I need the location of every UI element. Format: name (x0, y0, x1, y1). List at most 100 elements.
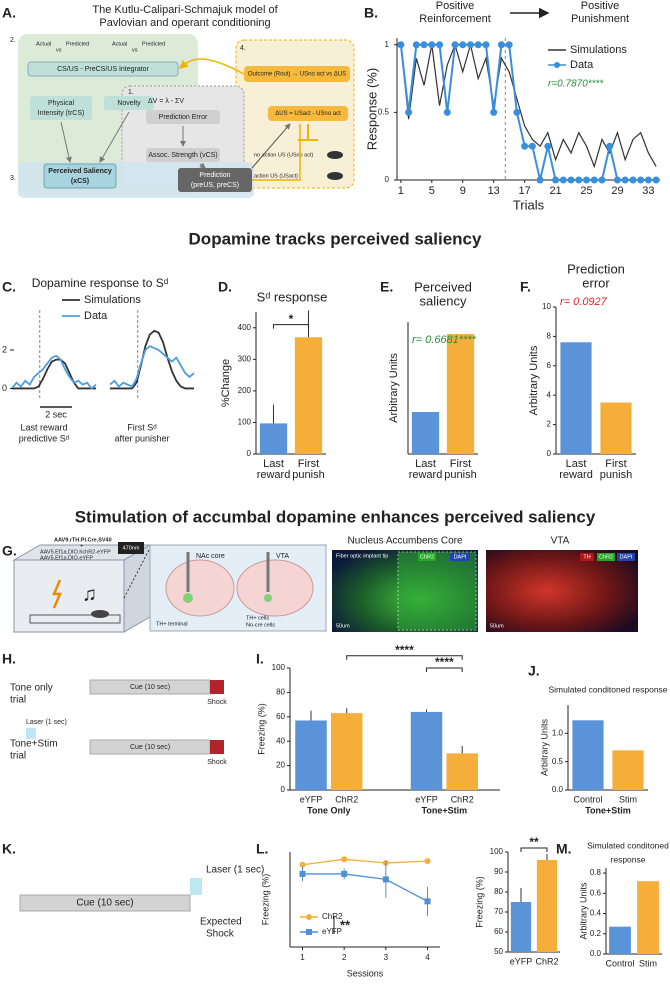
x-tick-label: punish (600, 469, 632, 481)
brain-label: VTA (276, 553, 289, 560)
x-tick-label: Last (263, 458, 284, 470)
y-axis-label: Freezing (%) (474, 876, 484, 928)
box-label: Prediction Error (159, 114, 208, 121)
icon (327, 151, 343, 159)
brain-slice (236, 559, 314, 617)
step: 1. (128, 89, 134, 96)
y-axis-label: Arbitrary Units (388, 353, 400, 423)
panel-label: J. (528, 663, 540, 679)
bar (446, 753, 478, 790)
point (428, 41, 436, 49)
x-tick-label: Stim (639, 958, 657, 968)
y-tick-label: 100 (238, 418, 252, 427)
chart-title: response (611, 854, 646, 864)
x-axis-label: Trials (513, 197, 545, 212)
box (104, 96, 154, 110)
bar (259, 423, 288, 454)
point (420, 41, 428, 49)
y-tick-label: 0.2 (590, 929, 602, 938)
x-tick-label: 13 (488, 185, 500, 197)
x-tick-label: First (605, 458, 626, 470)
x-tick-label: reward (409, 469, 443, 481)
point (490, 108, 498, 116)
y-tick-label: 40 (276, 736, 285, 745)
laser-label: Laser (1 sec) (26, 719, 67, 726)
x-tick-label: 5 (429, 185, 435, 197)
box (178, 168, 252, 192)
trial-schematic: Tone only trial Cue (10 sec) Shock Tone+… (10, 679, 227, 766)
chart-title: Simulated conditoned response (548, 684, 667, 694)
bar (446, 334, 475, 454)
point (629, 176, 637, 184)
image-title: VTA (551, 536, 570, 547)
x-tick-label: ChR2 (535, 956, 558, 966)
sig-label: * (289, 312, 294, 326)
laser-bar (26, 728, 36, 739)
box-label: Physical (48, 100, 75, 107)
y-tick-label: 400 (238, 323, 252, 332)
point (341, 856, 348, 863)
box-label: (xCS) (71, 178, 89, 185)
y-axis-label: Arbitrary Units (539, 718, 549, 776)
x-tick-label: eYFP (510, 956, 533, 966)
box-label: Outcome (Rout) → USno act vs ΔUS (248, 72, 346, 78)
compare: Actual (112, 41, 127, 47)
y-tick-label: 0 (547, 449, 552, 458)
point (451, 41, 459, 49)
group-label: after punisher (114, 433, 169, 443)
legend-label: eYFP (322, 927, 342, 936)
model-diagram: The Kutlu-Calipari-Schmajuk model of Pav… (10, 4, 355, 198)
y-tick-label: 60 (494, 927, 503, 936)
panel-label: E. (380, 279, 393, 295)
compare: Predicted (142, 41, 165, 47)
point (459, 41, 467, 49)
brain-label: TH+ cells (246, 615, 269, 621)
terminal (183, 593, 193, 603)
step: 3. (10, 175, 16, 182)
point (299, 861, 306, 868)
y-tick-label: 0.5 (378, 107, 390, 116)
x-tick-label: 21 (549, 185, 561, 197)
section-heading: Stimulation of accumbal dopamine enhance… (75, 507, 596, 526)
box (146, 148, 220, 162)
scale-label: 50um (490, 623, 504, 629)
point (552, 176, 560, 184)
y-axis-label: Freezing (%) (256, 703, 266, 755)
arrow (199, 162, 206, 169)
laser-box (118, 542, 144, 554)
tag (617, 553, 635, 561)
point (528, 142, 536, 150)
legend-label: Simulations (84, 294, 141, 306)
sig-bracket (273, 324, 309, 329)
x-tick-label: Control (605, 958, 634, 968)
expected-schematic: Cue (10 sec) Laser (1 sec) Expected Shoc… (19, 865, 264, 940)
legend-marker (306, 929, 312, 935)
group-label: predictive Sᵈ (19, 433, 70, 443)
virus: AAV9.rTH.PI.Cre.SV40 (54, 537, 112, 543)
image-note: Fiber optic implant tip (336, 553, 388, 559)
x-tick-label: 2 (342, 953, 347, 962)
box (43, 163, 117, 189)
point (606, 142, 614, 150)
box-label: ΔUS = USact - USno act (275, 111, 341, 117)
y-tick-label: 0 (281, 785, 286, 794)
x-tick-label: Stim (619, 794, 637, 804)
y-axis-label: Arbitrary Units (578, 882, 588, 940)
tag (450, 553, 470, 561)
shock-icon (52, 579, 62, 609)
brain-slice (165, 559, 235, 617)
phase-label: Reinforcement (419, 13, 491, 25)
point (583, 176, 591, 184)
y-tick-label: 4 (547, 390, 552, 399)
point (436, 41, 444, 49)
panel-label: I. (256, 651, 264, 667)
chart-title: Sᵈ response (257, 289, 328, 304)
x-tick-label: ChR2 (451, 794, 474, 804)
tag (418, 553, 436, 561)
shock-label: Expected (200, 917, 242, 928)
y-tick-label: 0.5 (552, 757, 564, 766)
connector (123, 547, 151, 599)
x-tick-label: 29 (611, 185, 623, 197)
compare: vs (56, 47, 62, 53)
y-tick-label: 1.0 (552, 728, 564, 737)
